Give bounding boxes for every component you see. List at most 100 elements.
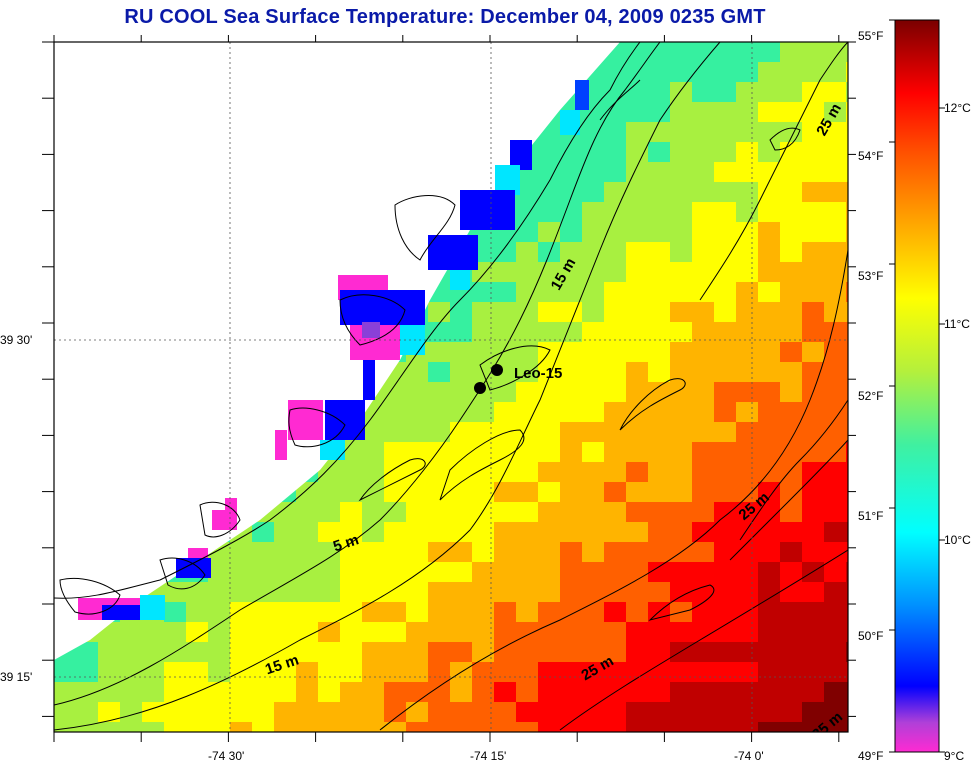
sst-cell: [692, 382, 715, 403]
lat-label-39-30: 39 30': [0, 333, 32, 347]
sst-cell: [538, 302, 561, 323]
sst-cell: [736, 82, 759, 103]
sst-cell: [362, 702, 385, 723]
sst-cell: [560, 642, 583, 663]
sst-cell: [692, 222, 715, 243]
sst-cell: [296, 502, 319, 523]
sst-cell: [648, 242, 671, 263]
sst-cell: [164, 702, 187, 723]
sst-cell: [538, 282, 561, 303]
sst-cell: [582, 242, 605, 263]
sst-cell: [582, 302, 605, 323]
sst-cell: [406, 422, 429, 443]
sst-cell: [582, 602, 605, 623]
sst-cell: [164, 722, 187, 732]
sst-cell: [692, 322, 715, 343]
sst-cell: [802, 682, 825, 703]
sst-cell: [362, 442, 385, 463]
sst-cell: [164, 602, 187, 623]
sst-cell: [230, 702, 253, 723]
sst-cell: [802, 622, 825, 643]
sst-cell: [98, 682, 121, 703]
sst-cell: [604, 102, 627, 123]
sst-cell: [648, 282, 671, 303]
sst-cell: [802, 462, 825, 483]
sst-cell: [582, 142, 605, 163]
bathymetry-contours: [54, 42, 848, 731]
sst-cell: [516, 642, 539, 663]
sst-cell: [714, 142, 737, 163]
sst-cell: [780, 142, 803, 163]
sst-cell: [494, 622, 517, 643]
sst-cell: [428, 582, 451, 603]
sst-cell: [824, 322, 847, 343]
sst-cell: [714, 282, 737, 303]
sst-cell: [76, 722, 99, 732]
sst-cell: [538, 242, 561, 263]
sst-cell: [428, 642, 451, 663]
sst-cell: [274, 562, 297, 583]
sst-cell: [780, 522, 803, 543]
sst-cell: [846, 422, 848, 443]
sst-cell: [582, 222, 605, 243]
sst-cell: [846, 42, 848, 63]
sst-cell: [318, 702, 341, 723]
sst-cell: [582, 682, 605, 703]
sst-cell: [560, 362, 583, 383]
sst-cell: [494, 682, 517, 703]
sst-cell: [516, 282, 539, 303]
sst-cell: [318, 462, 341, 483]
sst-cell: [450, 322, 473, 343]
sst-cell: [318, 502, 341, 523]
sst-cell: [384, 702, 407, 723]
sst-cell: [714, 42, 737, 63]
sst-cell: [428, 442, 451, 463]
lon-label-74-15: -74 15': [470, 749, 506, 763]
sst-cell: [692, 262, 715, 283]
sst-cell: [208, 582, 231, 603]
sst-cell: [560, 202, 583, 223]
sst-cell: [472, 642, 495, 663]
sst-cell: [142, 702, 165, 723]
sst-cell: [736, 422, 759, 443]
sst-cell: [670, 202, 693, 223]
sst-cell: [296, 562, 319, 583]
sst-cell: [714, 122, 737, 143]
sst-cell: [538, 602, 561, 623]
sst-cell: [472, 702, 495, 723]
sst-cell: [406, 402, 429, 423]
sst-cell: [450, 362, 473, 383]
sst-cell: [780, 602, 803, 623]
sst-cell: [582, 622, 605, 643]
sst-cell: [296, 602, 319, 623]
sst-cell: [670, 342, 693, 363]
sst-cell: [802, 82, 825, 103]
sst-cell: [494, 442, 517, 463]
sst-cell: [494, 722, 517, 732]
sst-cell: [758, 362, 781, 383]
sst-cell: [538, 362, 561, 383]
sst-cell: [780, 82, 803, 103]
sst-cell: [846, 262, 848, 283]
sst-cell: [384, 542, 407, 563]
sst-cell: [604, 542, 627, 563]
sst-cell: [714, 202, 737, 223]
sst-cell: [362, 722, 385, 732]
sst-cell: [692, 422, 715, 443]
sst-cell: [560, 242, 583, 263]
sst-cell: [824, 542, 847, 563]
sst-cell: [560, 562, 583, 583]
sst-cell: [516, 702, 539, 723]
sst-cell: [846, 462, 848, 483]
sst-cell: [670, 222, 693, 243]
sst-cell: [582, 402, 605, 423]
sst-cell: [538, 402, 561, 423]
sst-cell: [714, 102, 737, 123]
sst-cell: [582, 722, 605, 732]
sst-cell: [384, 422, 407, 443]
cb-label-51f: 51°F: [858, 509, 883, 523]
sst-cell: [736, 142, 759, 163]
sst-cell: [626, 402, 649, 423]
sst-cell: [692, 462, 715, 483]
sst-cell: [736, 202, 759, 223]
